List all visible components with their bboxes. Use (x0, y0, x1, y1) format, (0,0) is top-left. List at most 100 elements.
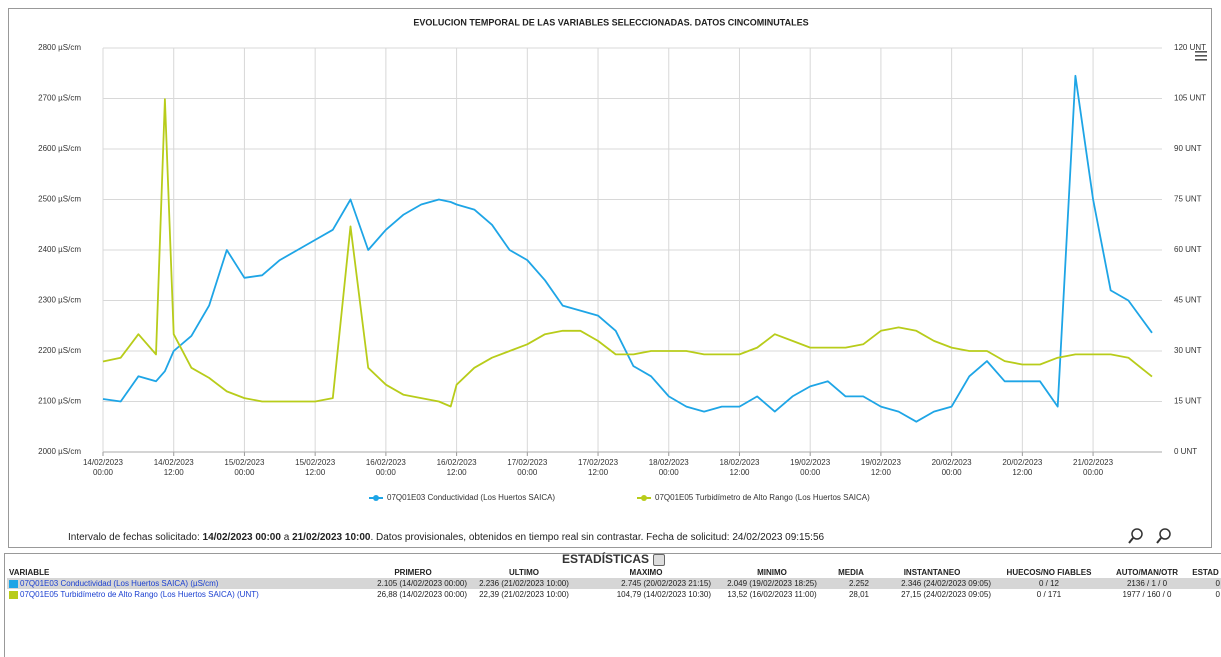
legend-marker (373, 495, 379, 501)
stats-row: 07Q01E05 Turbidímetro de Alto Rango (Los… (7, 589, 1221, 600)
x-tick-label: 16/02/2023 12:00 (436, 458, 477, 477)
series-swatch (9, 579, 18, 588)
stats-cell: 2.252 (831, 578, 871, 589)
y2-tick-label: 0 UNT (1174, 447, 1197, 456)
column-header: VARIABLE (9, 568, 50, 577)
y-tick-label: 2800 µS/cm (38, 43, 81, 52)
y2-tick-label: 120 UNT (1174, 43, 1206, 52)
zoom-out[interactable] (1128, 528, 1143, 544)
y-tick-label: 2600 µS/cm (38, 144, 81, 153)
cell-text: 07Q01E03 Conductividad (Los Huertos SAIC… (20, 579, 219, 588)
stats-panel: ESTADÍSTICAS VARIABLE PRIMERO ULTIMO MAXIMO… (4, 552, 1221, 657)
y2-tick-label: 15 UNT (1174, 397, 1202, 406)
stats-cell[interactable]: 07Q01E03 Conductividad (Los Huertos SAIC… (7, 578, 357, 589)
cell-text: 28,01 (848, 590, 869, 599)
y2-tick-label: 105 UNT (1174, 94, 1206, 103)
cell-text: 2.346 (24/02/2023 09:05) (901, 579, 991, 588)
cell-text: 0 / 12 (1038, 579, 1059, 588)
cell-text: 104,79 (14/02/2023 10:30) (616, 590, 711, 599)
interval-note: Intervalo de fechas solicitado: 14/02/20… (68, 532, 824, 543)
stats-cell: 2.105 (14/02/2023 00:00) (357, 578, 469, 589)
stats-row: 07Q01E03 Conductividad (Los Huertos SAIC… (7, 578, 1221, 589)
note-to: 21/02/2023 10:00 (292, 532, 371, 543)
cell-text: 13,52 (16/02/2023 11:00) (727, 590, 817, 599)
y-tick-label: 2200 µS/cm (38, 346, 81, 355)
y2-tick-label: 30 UNT (1174, 346, 1202, 355)
column-header: INSTANTANEO (903, 568, 961, 577)
cell-text: 07Q01E05 Turbidímetro de Alto Rango (Los… (20, 590, 259, 599)
chart: EVOLUCION TEMPORAL DE LAS VARIABLES SELE… (38, 17, 1207, 502)
legend-marker (641, 495, 647, 501)
x-tick-label: 14/02/2023 00:00 (82, 458, 124, 477)
note-text: . Datos provisionales, obtenidos en tiem… (370, 532, 825, 543)
y-tick-label: 2100 µS/cm (38, 397, 81, 406)
stats-cell: 0 / 171 (993, 589, 1105, 600)
x-tick-label: 14/02/2023 12:00 (153, 458, 194, 477)
x-tick-label: 19/02/2023 00:00 (790, 458, 831, 477)
stats-title: ESTADÍSTICAS (561, 552, 650, 566)
cell-text: 0 (1215, 579, 1220, 588)
y-tick-label: 2500 µS/cm (38, 195, 81, 204)
column-header: MEDIA (838, 568, 864, 577)
series-line (102, 74, 1153, 423)
cell-text: 2.105 (14/02/2023 00:00) (377, 579, 467, 588)
legend-label: 07Q01E05 Turbidímetro de Alto Rango (Los… (655, 493, 870, 502)
note-text: a (280, 532, 293, 543)
stats-cell: 2.745 (20/02/2023 21:15) (579, 578, 713, 589)
cell-text: 2.049 (19/02/2023 18:25) (727, 579, 817, 588)
y-tick-label: 2300 µS/cm (38, 296, 81, 305)
stats-cell: 0 / 12 (993, 578, 1105, 589)
zoom-in[interactable] (1156, 528, 1171, 544)
y-tick-label: 2400 µS/cm (38, 245, 81, 254)
stats-table: VARIABLE PRIMERO ULTIMO MAXIMO MINIMO MEDIA IN… (7, 567, 1221, 600)
x-tick-label: 20/02/2023 12:00 (1002, 458, 1043, 477)
stats-cell: 0 (1189, 578, 1221, 589)
series-swatch (9, 590, 18, 599)
column-header: ULTIMO (508, 568, 540, 577)
cell-text: 27,15 (24/02/2023 09:05) (901, 590, 991, 599)
cell-text: 2.745 (20/02/2023 21:15) (621, 579, 711, 588)
x-tick-label: 15/02/2023 00:00 (224, 458, 265, 477)
collapse-icon[interactable] (653, 553, 666, 566)
column-header: MINIMO (757, 568, 787, 577)
stats-header: ESTADÍSTICAS (5, 552, 1221, 566)
x-tick-label: 18/02/2023 00:00 (648, 458, 689, 477)
column-header: MAXIMO (629, 568, 663, 577)
note-from: 14/02/2023 00:00 (202, 532, 281, 543)
header-row: VARIABLE PRIMERO ULTIMO MAXIMO MINIMO MEDIA IN… (7, 567, 1221, 578)
cell-text: 0 (1215, 590, 1220, 599)
stats-cell: 0 (1189, 589, 1221, 600)
cell-text: 1977 / 160 / 0 (1122, 590, 1172, 599)
x-tick-label: 17/02/2023 12:00 (578, 458, 619, 477)
series-line (102, 98, 1153, 408)
zoom-controls (1128, 528, 1171, 544)
x-tick-label: 16/02/2023 00:00 (365, 458, 406, 477)
column-header: ESTAD (1192, 568, 1219, 577)
menu-icon[interactable] (1195, 51, 1207, 61)
cell-text: 2.252 (848, 579, 869, 588)
legend-item[interactable]: 07Q01E05 Turbidímetro de Alto Rango (Los… (637, 493, 870, 502)
stats-cell: 2.049 (19/02/2023 18:25) (713, 578, 831, 589)
y-tick-label: 2700 µS/cm (38, 94, 81, 103)
column-header: HUECOS/NO FIABLES (1006, 568, 1092, 577)
x-tick-label: 20/02/2023 00:00 (931, 458, 972, 477)
stats-cell: 2.346 (24/02/2023 09:05) (871, 578, 993, 589)
stats-cell: 28,01 (831, 589, 871, 600)
chart-title: EVOLUCION TEMPORAL DE LAS VARIABLES SELE… (413, 17, 808, 27)
x-tick-label: 15/02/2023 12:00 (295, 458, 336, 477)
stats-cell: 27,15 (24/02/2023 09:05) (871, 589, 993, 600)
stats-cell[interactable]: 07Q01E05 Turbidímetro de Alto Rango (Los… (7, 589, 357, 600)
cell-text: 0 / 171 (1036, 590, 1062, 599)
x-tick-label: 19/02/2023 12:00 (860, 458, 901, 477)
y2-tick-label: 45 UNT (1174, 296, 1202, 305)
legend-item[interactable]: 07Q01E03 Conductividad (Los Huertos SAIC… (369, 493, 555, 502)
cell-text: 22,39 (21/02/2023 10:00) (479, 590, 569, 599)
cell-text: 2.236 (21/02/2023 10:00) (479, 579, 569, 588)
stats-cell: 2.236 (21/02/2023 10:00) (469, 578, 579, 589)
y2-tick-label: 75 UNT (1174, 195, 1202, 204)
x-tick-label: 18/02/2023 12:00 (719, 458, 760, 477)
chart-panel: EVOLUCION TEMPORAL DE LAS VARIABLES SELE… (8, 8, 1212, 548)
y2-tick-label: 90 UNT (1174, 144, 1202, 153)
note-text: Intervalo de fechas solicitado: (68, 532, 203, 543)
